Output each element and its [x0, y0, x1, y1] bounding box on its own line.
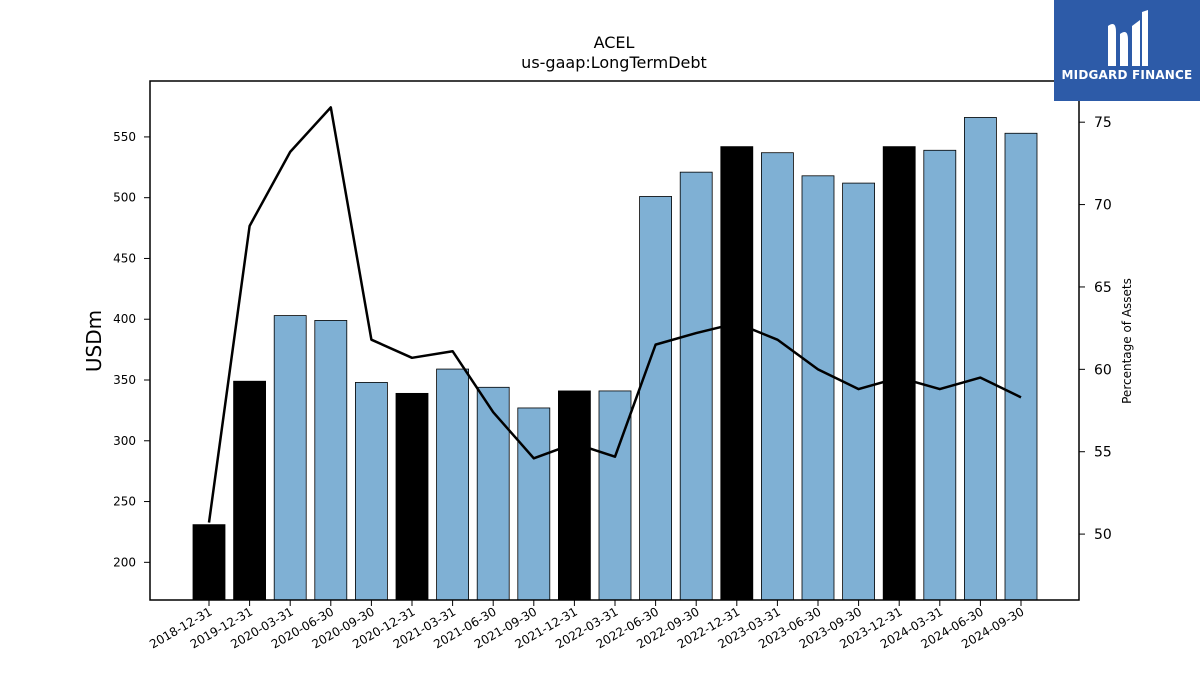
- bars: [192, 117, 1038, 601]
- y-right-tick-label: 75: [1094, 115, 1112, 131]
- chart-subtitle: us-gaap:LongTermDebt: [521, 53, 707, 72]
- chart-title: ACEL: [594, 33, 635, 52]
- y-axis-label: USDm: [82, 310, 106, 372]
- y-tick-label: 200: [113, 555, 136, 569]
- y-tick-label: 250: [113, 495, 136, 509]
- left-axis: 200 250 300 350 400 450 500 550: [113, 130, 150, 569]
- y-tick-label: 500: [113, 191, 136, 205]
- bar-2022-09-30: [679, 171, 713, 601]
- y-tick-label: 400: [113, 312, 136, 326]
- bar-2020-09-30: [354, 382, 388, 601]
- y-right-tick-label: 65: [1094, 280, 1112, 296]
- bar-2021-03-31: [436, 368, 470, 601]
- bar-2024-06-30: [964, 117, 997, 601]
- bar-2020-03-31: [273, 315, 307, 601]
- y-right-tick-label: 70: [1094, 198, 1112, 214]
- bar-2023-06-30: [801, 175, 835, 601]
- y-tick-label: 550: [113, 130, 136, 144]
- bar-2018-12-31: [192, 524, 226, 601]
- bar-2024-09-30: [1004, 132, 1038, 601]
- bar-2023-09-30: [842, 182, 875, 601]
- bar-2021-06-30: [476, 386, 510, 601]
- bar-2021-12-31: [558, 390, 591, 601]
- percentage-line: [207, 106, 1022, 523]
- bar-2022-06-30: [639, 196, 672, 601]
- y-tick-label: 350: [113, 373, 136, 387]
- bar-2021-09-30: [517, 407, 551, 601]
- bar-2023-03-31: [761, 152, 794, 601]
- x-axis: 2018-12-312019-12-312020-03-312020-06-30…: [147, 600, 1027, 651]
- right-axis: 50 55 60 65 70 75: [1079, 115, 1112, 543]
- y-right-tick-label: 50: [1094, 527, 1112, 543]
- bar-2019-12-31: [233, 380, 267, 601]
- line-series: [207, 106, 1022, 523]
- bar-2023-12-31: [882, 146, 916, 601]
- logo-icon: [1108, 10, 1148, 66]
- midgard-finance-logo: MIDGARD FINANCE: [1054, 0, 1200, 101]
- bar-2020-06-30: [314, 320, 348, 601]
- bar-2024-03-31: [923, 149, 957, 601]
- y-right-tick-label: 60: [1094, 362, 1112, 378]
- bar-2020-12-31: [395, 392, 429, 601]
- y-tick-label: 450: [113, 251, 136, 265]
- y-axis-right-label: Percentage of Assets: [1120, 278, 1134, 404]
- logo-text: MIDGARD FINANCE: [1061, 68, 1193, 82]
- bar-2022-12-31: [720, 146, 754, 601]
- y-tick-label: 300: [113, 434, 136, 448]
- y-right-tick-label: 55: [1094, 445, 1112, 461]
